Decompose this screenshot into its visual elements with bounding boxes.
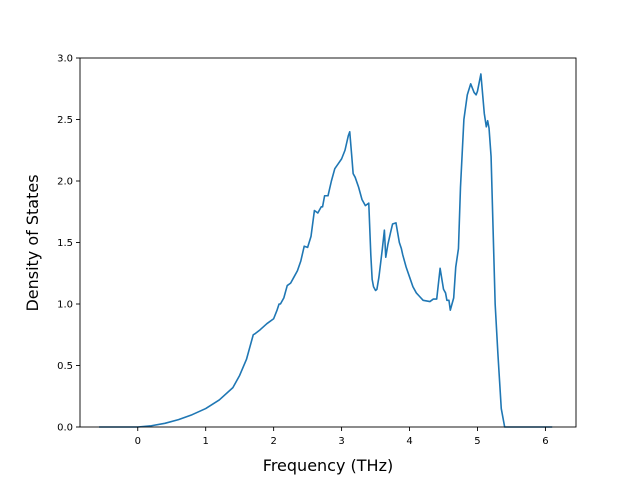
x-tick-label: 3 bbox=[338, 436, 344, 447]
series-line-0 bbox=[99, 73, 553, 428]
y-tick-label: 2.0 bbox=[57, 177, 73, 188]
x-tick-label: 2 bbox=[270, 436, 276, 447]
x-tick-label: 6 bbox=[542, 436, 548, 447]
y-tick-label: 0.5 bbox=[57, 361, 73, 372]
y-tick-label: 0.0 bbox=[57, 423, 73, 434]
y-axis-label: Density of States bbox=[23, 174, 42, 311]
x-tick-label: 1 bbox=[203, 436, 209, 447]
plot-area: 0 1 2 3 4 5 6 0.0 0.5 1.0 1.5 2.0 2.5 3.0 bbox=[57, 54, 577, 447]
y-tick-label: 1.0 bbox=[57, 300, 73, 311]
x-tick-label: 0 bbox=[135, 436, 141, 447]
x-tick-label: 5 bbox=[474, 436, 480, 447]
x-axis-label: Frequency (THz) bbox=[263, 456, 393, 475]
plot-frame bbox=[79, 57, 577, 428]
y-tick-label: 3.0 bbox=[57, 54, 73, 65]
x-tick-label: 4 bbox=[406, 436, 412, 447]
y-tick-label: 2.5 bbox=[57, 115, 73, 126]
y-tick-label: 1.5 bbox=[57, 238, 73, 249]
